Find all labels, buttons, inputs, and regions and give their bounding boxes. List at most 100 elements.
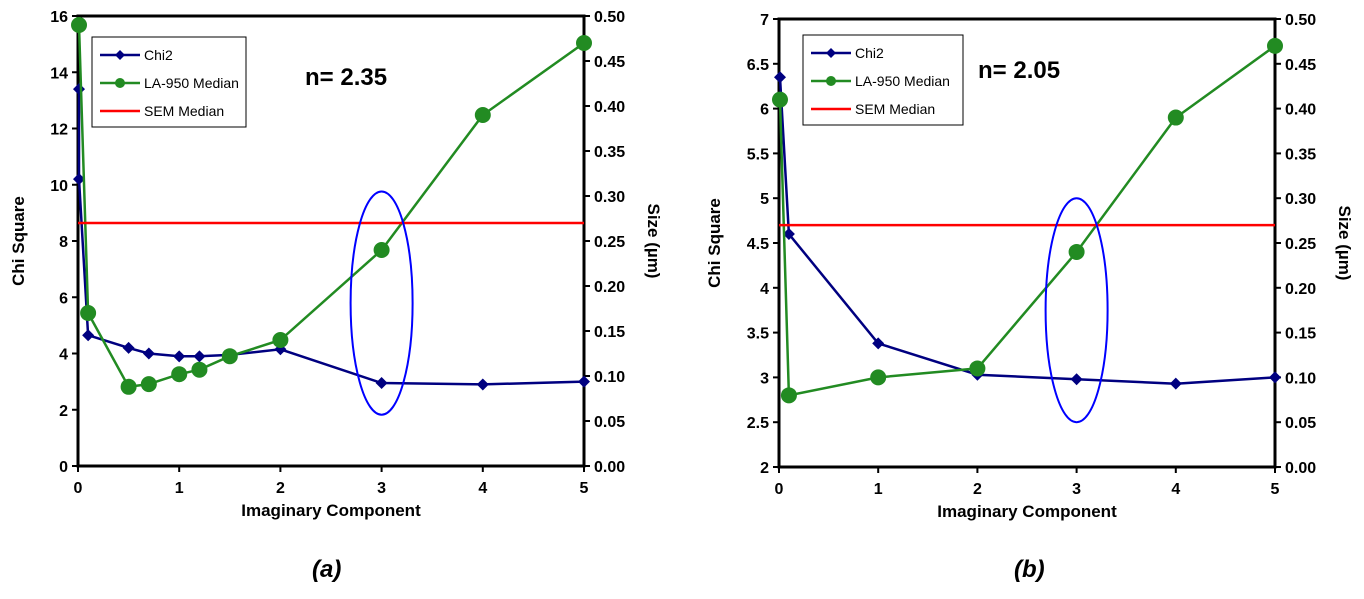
chi2-point [578, 375, 590, 388]
la950-point [870, 369, 887, 386]
la950-point [171, 366, 188, 383]
y2-tick-label: 0.20 [1285, 281, 1316, 298]
legend-label: LA-950 Median [855, 73, 950, 89]
y2-tick-label: 0.20 [594, 279, 625, 296]
la950-point [780, 387, 797, 404]
y2-tick-label: 0.35 [594, 144, 625, 161]
chi2-point [82, 329, 95, 342]
highlight-ellipse [1044, 197, 1109, 424]
chart-b: 2 2.5 3 3.5 4 4.5 5 5.5 6 6.5 7 0.00 0.05 0.10 0.15 0.2… [705, 12, 1354, 521]
x-tick-label: 3 [1072, 481, 1081, 498]
y-tick-label: 10 [50, 178, 68, 195]
y2-tick-label: 0.10 [594, 369, 625, 386]
y2-tick-label: 0.30 [1285, 191, 1316, 208]
x-tick-label: 4 [1171, 481, 1180, 498]
y2-tick-label: 0.45 [1285, 57, 1316, 74]
y2-tick-label: 0.25 [1285, 236, 1316, 253]
y2-tick-label: 0.30 [594, 189, 625, 206]
legend-label: Chi2 [855, 45, 884, 61]
la950-point [576, 35, 592, 51]
y-tick-label: 14 [50, 65, 68, 82]
x-axis-label: Imaginary Component [937, 502, 1117, 521]
chi2-point [782, 228, 795, 241]
y-tick-label: 3 [760, 370, 769, 387]
y2-tick-label: 0.50 [1285, 12, 1316, 29]
y2-tick-label: 0.35 [1285, 146, 1316, 163]
la950-point [771, 91, 788, 108]
la950-point [272, 332, 289, 348]
y-tick-label: 6 [59, 290, 68, 307]
y2-tick-label: 0.15 [1285, 326, 1316, 343]
la950-point [373, 242, 390, 258]
refractive-index-annotation: n= 2.05 [978, 57, 1060, 84]
y-axis-label: Chi Square [9, 196, 28, 286]
caption-a: (a) [312, 556, 342, 583]
y-tick-label: 12 [50, 122, 68, 139]
caption-b: (b) [1014, 556, 1045, 583]
y-tick-label: 3.5 [747, 326, 769, 343]
y-tick-label: 5.5 [747, 146, 769, 163]
y-tick-label: 0 [59, 459, 68, 476]
y-tick-label: 2 [59, 403, 68, 420]
y2-axis-label: Size (µm) [1335, 206, 1354, 281]
chi2-point [375, 377, 388, 390]
legend-label: SEM Median [144, 103, 224, 119]
y-tick-label: 16 [50, 9, 68, 26]
y-tick-label: 2.5 [747, 415, 769, 432]
la950-point [120, 378, 137, 395]
legend-swatch-marker [826, 48, 836, 58]
y2-tick-label: 0.45 [594, 54, 625, 71]
x-tick-label: 3 [377, 480, 386, 497]
la950-point [969, 360, 986, 377]
x-tick-label: 5 [1271, 481, 1280, 498]
x-tick-label: 2 [973, 481, 982, 498]
chi2-point [773, 71, 786, 84]
x-tick-label: 4 [478, 480, 487, 497]
legend-label: SEM Median [855, 101, 935, 117]
y2-tick-label: 0.40 [594, 99, 625, 116]
y-tick-label: 4 [59, 347, 68, 364]
legend-swatch-marker [115, 78, 125, 88]
y2-tick-label: 0.05 [594, 414, 625, 431]
y-axis-label: Chi Square [705, 198, 724, 288]
la950-point [191, 361, 208, 378]
chart-a: 02468101214160.000.050.100.150.200.250.3… [9, 9, 663, 520]
y-tick-label: 6 [760, 102, 769, 119]
y-tick-label: 4 [760, 281, 769, 298]
la950-point [140, 376, 157, 393]
y2-tick-label: 0.05 [1285, 415, 1316, 432]
la950-point [71, 17, 88, 33]
chi2-point [1169, 377, 1182, 390]
y-tick-label: 2 [760, 460, 769, 477]
y2-tick-label: 0.10 [1285, 370, 1316, 387]
highlight-ellipse [349, 190, 414, 416]
refractive-index-annotation: n= 2.35 [305, 64, 387, 91]
la950-point [474, 107, 491, 123]
y2-tick-label: 0.25 [594, 234, 625, 251]
la950-point [1167, 109, 1184, 126]
y-tick-label: 4.5 [747, 236, 769, 253]
chi2-point [1070, 373, 1083, 386]
legend-label: LA-950 Median [144, 75, 239, 91]
x-tick-label: 1 [874, 481, 883, 498]
x-tick-label: 2 [276, 480, 285, 497]
chi2-point [173, 350, 186, 363]
la950-point [221, 348, 238, 365]
la950-point [80, 305, 97, 321]
y2-tick-label: 0.40 [1285, 102, 1316, 119]
chi2-point [142, 347, 155, 360]
y-tick-label: 5 [760, 191, 769, 208]
y2-tick-label: 0.00 [1285, 460, 1316, 477]
x-tick-label: 1 [175, 480, 184, 497]
la950-point [1068, 243, 1085, 260]
x-tick-label: 0 [775, 481, 784, 498]
y-tick-label: 7 [760, 12, 769, 29]
la950-point [1267, 37, 1283, 54]
chi2-point [122, 341, 135, 354]
legend-swatch-marker [826, 76, 836, 86]
y-tick-label: 6.5 [747, 57, 769, 74]
y2-tick-label: 0.50 [594, 9, 625, 26]
chi2-point [1269, 371, 1281, 384]
chi2-point [476, 378, 489, 391]
series-line [77, 89, 585, 386]
